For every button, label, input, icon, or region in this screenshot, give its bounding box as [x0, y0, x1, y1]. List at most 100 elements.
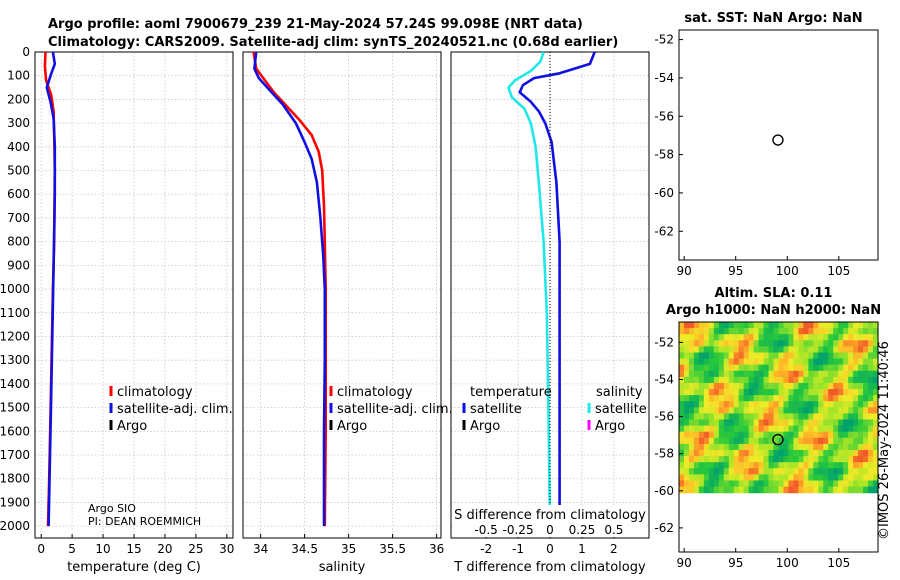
x-tick-label: 35.5	[379, 542, 406, 556]
heatmap-cell	[748, 407, 755, 415]
heatmap-cell	[743, 389, 750, 396]
heatmap-cell	[763, 456, 770, 463]
heatmap-cell	[853, 334, 859, 341]
float-position-marker	[772, 134, 784, 146]
heatmap-cell	[868, 431, 874, 439]
heatmap-cell	[788, 468, 795, 475]
heatmap-cell	[708, 468, 715, 475]
heatmap-cell	[773, 395, 780, 402]
heatmap-cell	[703, 419, 710, 427]
heatmap-cell	[863, 346, 869, 354]
heatmap-cell	[758, 431, 765, 439]
heatmap-cell	[873, 389, 879, 396]
salinity-legend-0-label: climatology	[337, 385, 413, 400]
heatmap-cell	[828, 334, 834, 341]
heatmap-cell	[763, 376, 770, 384]
heatmap-cell	[753, 358, 760, 366]
heatmap-cell	[763, 413, 770, 421]
heatmap-cell	[778, 382, 785, 390]
heatmap-cell	[863, 456, 869, 463]
heatmap-cell	[843, 401, 849, 408]
heatmap-cell	[748, 443, 755, 451]
heatmap-cell	[773, 449, 780, 457]
heatmap-cell	[738, 370, 745, 378]
heatmap-cell	[728, 340, 735, 347]
heatmap-cell	[853, 425, 859, 433]
heatmap-cell	[718, 352, 725, 360]
heatmap-cell	[683, 419, 690, 427]
heatmap-cell	[828, 407, 834, 415]
heatmap-cell	[773, 468, 780, 475]
heatmap-cell	[803, 437, 809, 445]
heatmap-cell	[688, 486, 695, 494]
heatmap-cell	[788, 346, 795, 354]
map-title-0: Altim. SLA: 0.11	[715, 286, 833, 301]
heatmap-cell	[708, 456, 715, 463]
heatmap-cell	[733, 468, 740, 475]
heatmap-cell	[848, 437, 854, 445]
heatmap-cell	[713, 340, 720, 347]
heatmap-cell	[693, 389, 700, 396]
heatmap-cell	[793, 389, 799, 396]
heatmap-cell	[768, 370, 775, 378]
heatmap-cell	[798, 486, 804, 494]
map-x-tick-label: 90	[677, 556, 692, 570]
heatmap-cell	[698, 419, 705, 427]
heatmap-cell	[848, 340, 854, 347]
heatmap-cell	[723, 358, 730, 366]
heatmap-cell	[748, 413, 755, 421]
heatmap-cell	[688, 401, 695, 408]
heatmap-cell	[783, 449, 790, 457]
heatmap-cell	[873, 480, 879, 488]
heatmap-cell	[793, 340, 799, 347]
heatmap-cell	[703, 486, 710, 494]
heatmap-cell	[728, 443, 735, 451]
heatmap-cell	[679, 468, 685, 475]
heatmap-cell	[733, 328, 740, 335]
heatmap-cell	[798, 431, 804, 439]
heatmap-cell	[773, 456, 780, 463]
heatmap-cell	[858, 364, 864, 372]
heatmap-cell	[738, 322, 745, 329]
heatmap-cell	[738, 480, 745, 488]
heatmap-cell	[793, 407, 799, 415]
heatmap-cell	[798, 401, 804, 408]
sst-map-panel: sat. SST: NaN Argo: NaN 90 95 100 105 -52 -54 -…	[654, 11, 879, 278]
heatmap-cell	[828, 382, 834, 390]
heatmap-cell	[688, 322, 695, 329]
heatmap-cell	[803, 413, 809, 421]
heatmap-cell	[858, 480, 864, 488]
heatmap-cell	[683, 346, 690, 354]
heatmap-cell	[718, 468, 725, 475]
heatmap-cell	[748, 358, 755, 366]
heatmap-cell	[698, 437, 705, 445]
heatmap-cell	[803, 334, 809, 341]
heatmap-cell	[723, 486, 730, 494]
heatmap-cell	[718, 358, 725, 366]
heatmap-cell	[748, 389, 755, 396]
heatmap-cell	[693, 468, 700, 475]
heatmap-cell	[763, 346, 770, 354]
heatmap-cell	[773, 376, 780, 384]
heatmap-cell	[843, 407, 849, 415]
heatmap-cell	[828, 468, 834, 475]
heatmap-cell	[679, 376, 685, 384]
heatmap-cell	[698, 358, 705, 366]
heatmap-cell	[708, 322, 715, 329]
heatmap-cell	[798, 328, 804, 335]
heatmap-cell	[718, 413, 725, 421]
heatmap-cell	[788, 328, 795, 335]
heatmap-cell	[733, 346, 740, 354]
legend-title-salinity: salinity	[596, 385, 643, 400]
heatmap-cell	[783, 456, 790, 463]
heatmap-cell	[753, 462, 760, 469]
heatmap-cell	[758, 334, 765, 341]
heatmap-cell	[833, 456, 839, 463]
heatmap-cell	[788, 352, 795, 360]
heatmap-cell	[828, 413, 834, 421]
heatmap-cell	[833, 480, 839, 488]
heatmap-cell	[698, 425, 705, 433]
heatmap-cell	[848, 474, 854, 482]
heatmap-cell	[853, 456, 859, 463]
